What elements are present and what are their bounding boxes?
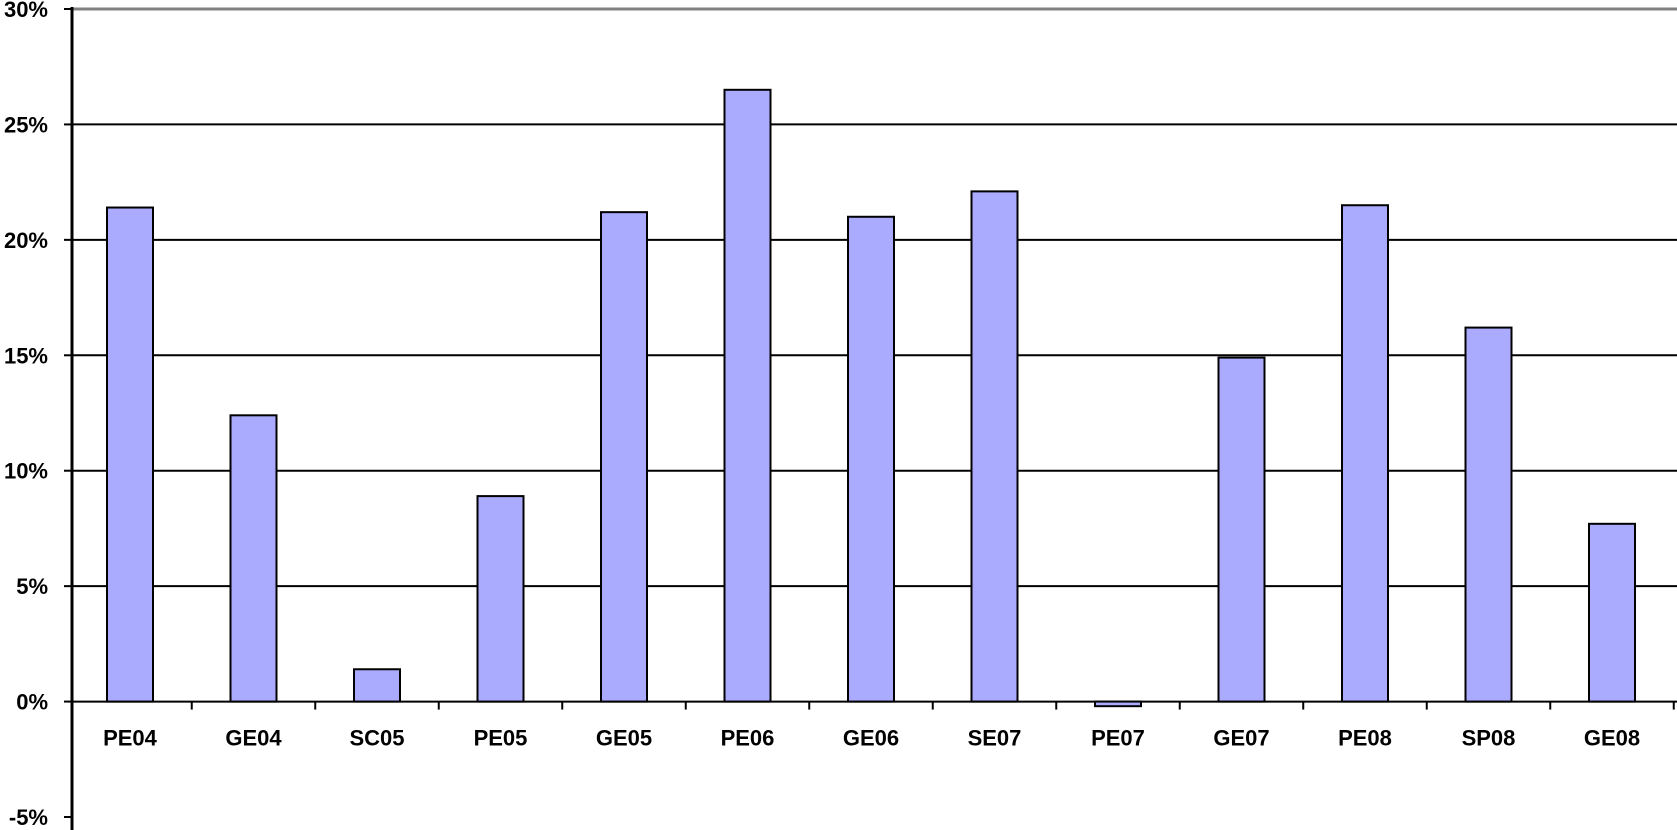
bars bbox=[106, 88, 1636, 708]
x-tick-label: GE04 bbox=[225, 726, 282, 751]
y-tick-label: 25% bbox=[4, 112, 48, 137]
bar-ge06 bbox=[847, 215, 895, 703]
bar-ge04 bbox=[229, 414, 278, 703]
bar-pe08 bbox=[1341, 204, 1389, 703]
bar-ge07 bbox=[1217, 356, 1266, 703]
y-tick-label: -5% bbox=[9, 805, 48, 830]
bar-pe07 bbox=[1094, 700, 1142, 708]
x-tick-label: PE07 bbox=[1091, 726, 1145, 751]
bar-pe04 bbox=[106, 206, 154, 703]
y-tick-label: 10% bbox=[4, 459, 48, 484]
y-tick-label: 20% bbox=[4, 228, 48, 253]
x-tick-label: GE07 bbox=[1213, 726, 1269, 751]
bar-ge05 bbox=[600, 211, 648, 703]
bar-pe05 bbox=[476, 495, 525, 703]
x-tick-label: SP08 bbox=[1462, 726, 1516, 751]
y-tick-label: 0% bbox=[16, 690, 48, 715]
x-tick-label: PE05 bbox=[474, 726, 528, 751]
x-tick-label: PE06 bbox=[721, 726, 775, 751]
y-tick-label: 15% bbox=[4, 343, 48, 368]
y-tick-label: 5% bbox=[16, 574, 48, 599]
x-tick-label: GE05 bbox=[596, 726, 652, 751]
x-tick-label: GE08 bbox=[1584, 726, 1640, 751]
x-tick-label: PE04 bbox=[103, 726, 158, 751]
bar-ge08 bbox=[1588, 522, 1636, 703]
x-tick-label: PE08 bbox=[1338, 726, 1392, 751]
bar-sc05 bbox=[353, 668, 401, 703]
axes bbox=[64, 7, 1675, 830]
y-tick-label: 30% bbox=[4, 0, 48, 22]
x-tick-label: SE07 bbox=[968, 726, 1022, 751]
bar-sp08 bbox=[1464, 326, 1513, 703]
x-tick-label: GE06 bbox=[843, 726, 899, 751]
bar-pe06 bbox=[723, 88, 772, 703]
x-tick-labels: PE04 GE04 SC05 PE05 GE05 PE06 GE06 SE07 PE07 GE07… bbox=[103, 726, 1640, 751]
bar-se07 bbox=[970, 190, 1019, 703]
x-tick-label: SC05 bbox=[349, 726, 404, 751]
y-tick-labels: -5% 0% 5% 10% 15% 20% 25% 30% bbox=[4, 0, 48, 830]
